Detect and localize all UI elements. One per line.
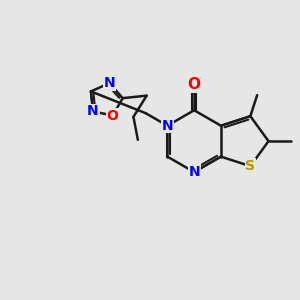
Text: O: O <box>107 109 118 122</box>
Text: N: N <box>188 165 200 179</box>
Text: S: S <box>245 159 255 173</box>
Text: N: N <box>162 119 173 133</box>
Text: N: N <box>103 76 115 90</box>
Text: O: O <box>188 77 201 92</box>
Text: N: N <box>87 104 99 118</box>
